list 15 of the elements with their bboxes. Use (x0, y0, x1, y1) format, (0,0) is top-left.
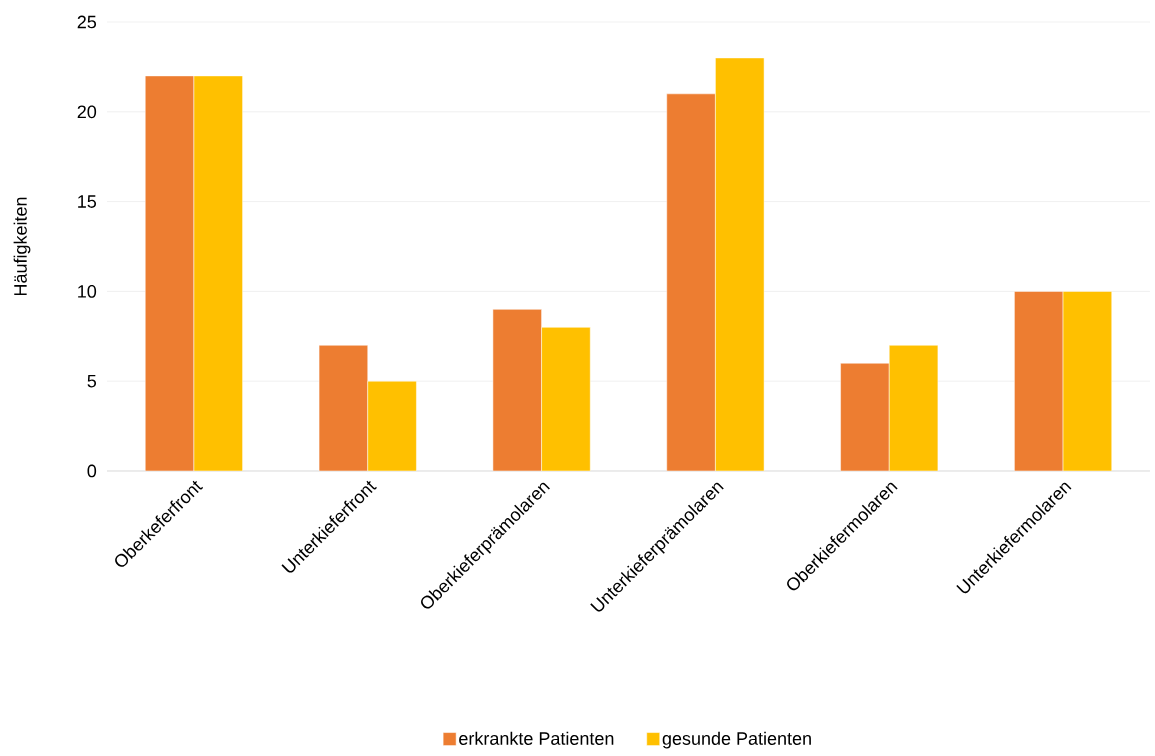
y-axis-title: Häufigkeiten (13, 197, 31, 296)
bar (888, 345, 939, 471)
y-tick-label: 20 (77, 105, 97, 119)
legend-label: erkrankte Patienten (459, 731, 614, 745)
y-tick-label: 5 (87, 374, 97, 388)
y-tick-label: 0 (87, 464, 97, 478)
bar (541, 327, 591, 471)
legend-label: gesunde Patienten (662, 731, 811, 749)
y-tick-label: 15 (78, 195, 97, 208)
bar (1062, 291, 1112, 471)
bar (715, 57, 765, 471)
bar (193, 75, 243, 471)
y-tick-label: 25 (77, 15, 97, 29)
bar (367, 380, 417, 471)
y-tick-label: 10 (78, 285, 97, 298)
